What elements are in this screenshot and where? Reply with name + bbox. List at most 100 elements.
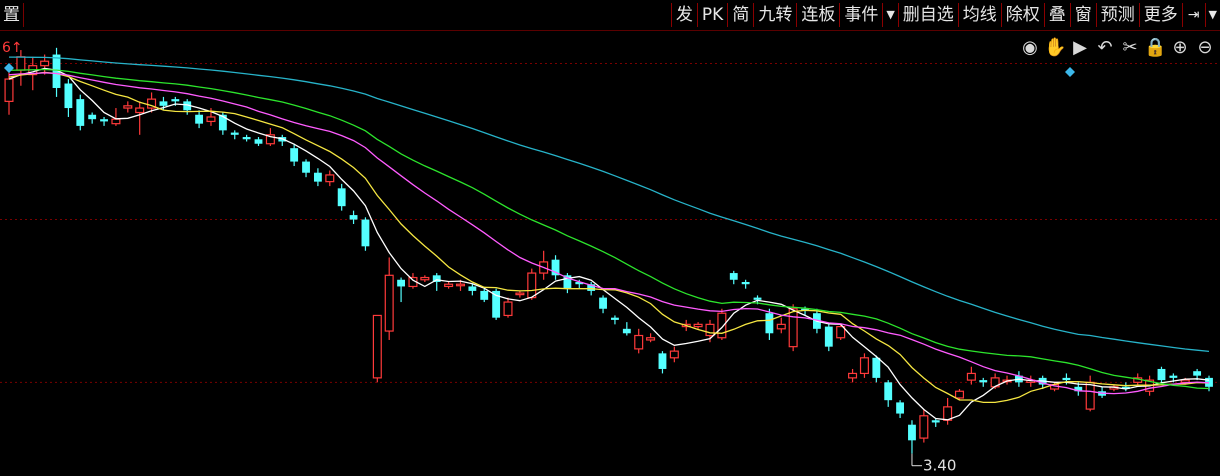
candle[interactable] [908, 420, 916, 454]
diamond-marker-right[interactable] [1065, 67, 1075, 77]
candle[interactable] [848, 368, 858, 383]
candle[interactable] [717, 308, 727, 340]
candle[interactable] [824, 324, 833, 352]
candle[interactable] [919, 409, 929, 443]
candle[interactable] [325, 170, 335, 187]
candle[interactable] [658, 351, 667, 374]
toolbar-button-12[interactable]: 预测 [1095, 3, 1139, 27]
candle[interactable] [88, 112, 97, 124]
candle[interactable] [1121, 382, 1130, 392]
toolbar-button-6[interactable]: ▼ [882, 3, 897, 27]
candle[interactable] [444, 281, 454, 289]
candle-body [1169, 375, 1178, 378]
candle[interactable] [776, 317, 786, 334]
candle[interactable] [599, 295, 607, 314]
candle[interactable] [943, 397, 953, 425]
candlestick-chart[interactable]: 6↑ 3.40 [0, 30, 1220, 476]
candle[interactable] [931, 418, 940, 427]
candle[interactable] [290, 143, 299, 167]
candle[interactable] [954, 389, 965, 401]
candle[interactable] [349, 210, 358, 225]
toolbar-button-8[interactable]: 均线 [957, 3, 1001, 27]
candle[interactable] [123, 101, 133, 113]
undo-icon[interactable]: ↶ [1097, 37, 1113, 58]
candle[interactable] [361, 217, 370, 251]
candle[interactable] [622, 322, 631, 336]
candle[interactable] [254, 137, 263, 146]
candle[interactable] [302, 159, 310, 178]
toolbar-button-5[interactable]: 事件 [839, 3, 882, 27]
toolbar-button-15[interactable]: ▼ [1204, 3, 1220, 27]
toolbar-button-3[interactable]: 九转 [753, 3, 796, 27]
toolbar-button-4[interactable]: 连板 [796, 3, 839, 27]
scissors-icon[interactable]: ✂ [1122, 37, 1138, 58]
eye-icon[interactable]: ◉ [1022, 37, 1038, 58]
candle[interactable] [966, 366, 976, 385]
candle[interactable] [480, 288, 489, 303]
candle[interactable] [646, 333, 656, 343]
candle[interactable] [515, 290, 525, 298]
candle[interactable] [100, 116, 108, 126]
candle[interactable] [741, 279, 750, 289]
candle-body [444, 283, 454, 288]
toolbar-button-13[interactable]: 更多 [1138, 3, 1182, 27]
candle[interactable] [693, 322, 703, 329]
candle[interactable] [147, 92, 157, 113]
candle[interactable] [397, 277, 405, 303]
candle[interactable] [64, 79, 73, 117]
candle[interactable] [420, 275, 430, 282]
candle[interactable] [183, 99, 192, 115]
toolbar-button-1[interactable]: PK [696, 3, 727, 27]
diamond-marker-left[interactable] [4, 63, 14, 73]
candle[interactable] [468, 284, 477, 296]
candle-body [159, 101, 168, 106]
toolbar-button-11[interactable]: 窗 [1069, 3, 1096, 27]
candle[interactable] [432, 273, 441, 291]
top-toolbar: 置 发 PK 简九转 连板 事件 ▼ 删自选 均线 除权叠窗预测 更多 ⇥ ▼ [0, 0, 1220, 31]
toolbar-button-2[interactable]: 简 [727, 3, 753, 27]
lock-icon[interactable]: 🔒 [1144, 37, 1167, 58]
candle[interactable] [872, 355, 881, 383]
candle[interactable] [765, 308, 774, 340]
candle[interactable] [859, 353, 869, 378]
candle[interactable] [634, 328, 644, 354]
candle[interactable] [313, 168, 322, 187]
candle[interactable] [1157, 366, 1166, 385]
zoom-in-icon[interactable]: ⊕ [1172, 37, 1188, 58]
toolbar-button-10[interactable]: 叠 [1043, 3, 1070, 27]
candle[interactable] [135, 101, 145, 135]
toolbar-button-14[interactable]: ⇥ [1181, 3, 1205, 27]
candle-body [290, 148, 299, 162]
candle[interactable] [884, 380, 893, 407]
candle[interactable] [611, 315, 619, 325]
candle[interactable] [836, 324, 846, 340]
candle[interactable] [492, 288, 501, 320]
play-icon[interactable]: ▶ [1073, 37, 1087, 58]
candle[interactable] [503, 297, 513, 318]
toolbar-button-9[interactable]: 除权 [1000, 3, 1044, 27]
toolbar-button-0[interactable]: 发 [670, 3, 697, 27]
candle[interactable] [563, 273, 572, 294]
toolbar-left-label[interactable]: 置 [0, 3, 24, 27]
candle[interactable] [539, 250, 549, 280]
candle[interactable] [669, 346, 679, 363]
candle[interactable] [52, 47, 61, 97]
zoom-out-icon[interactable]: ⊖ [1197, 37, 1213, 58]
candle[interactable] [337, 183, 346, 211]
toolbar-button-7[interactable]: 删自选 [897, 3, 958, 27]
candle[interactable] [195, 110, 204, 129]
candle[interactable] [76, 94, 85, 131]
hand-icon[interactable]: ✋ [1044, 37, 1067, 58]
candle[interactable] [551, 255, 560, 280]
candle-body [515, 292, 525, 296]
candle[interactable] [896, 400, 905, 419]
candle-body [313, 172, 322, 182]
candle[interactable] [729, 270, 738, 285]
candle[interactable] [230, 130, 239, 140]
candle[interactable] [979, 377, 988, 387]
candle[interactable] [372, 314, 382, 383]
candle[interactable] [242, 134, 251, 142]
candle[interactable] [1085, 375, 1095, 412]
candle[interactable] [384, 257, 394, 340]
candle-body [302, 161, 310, 173]
